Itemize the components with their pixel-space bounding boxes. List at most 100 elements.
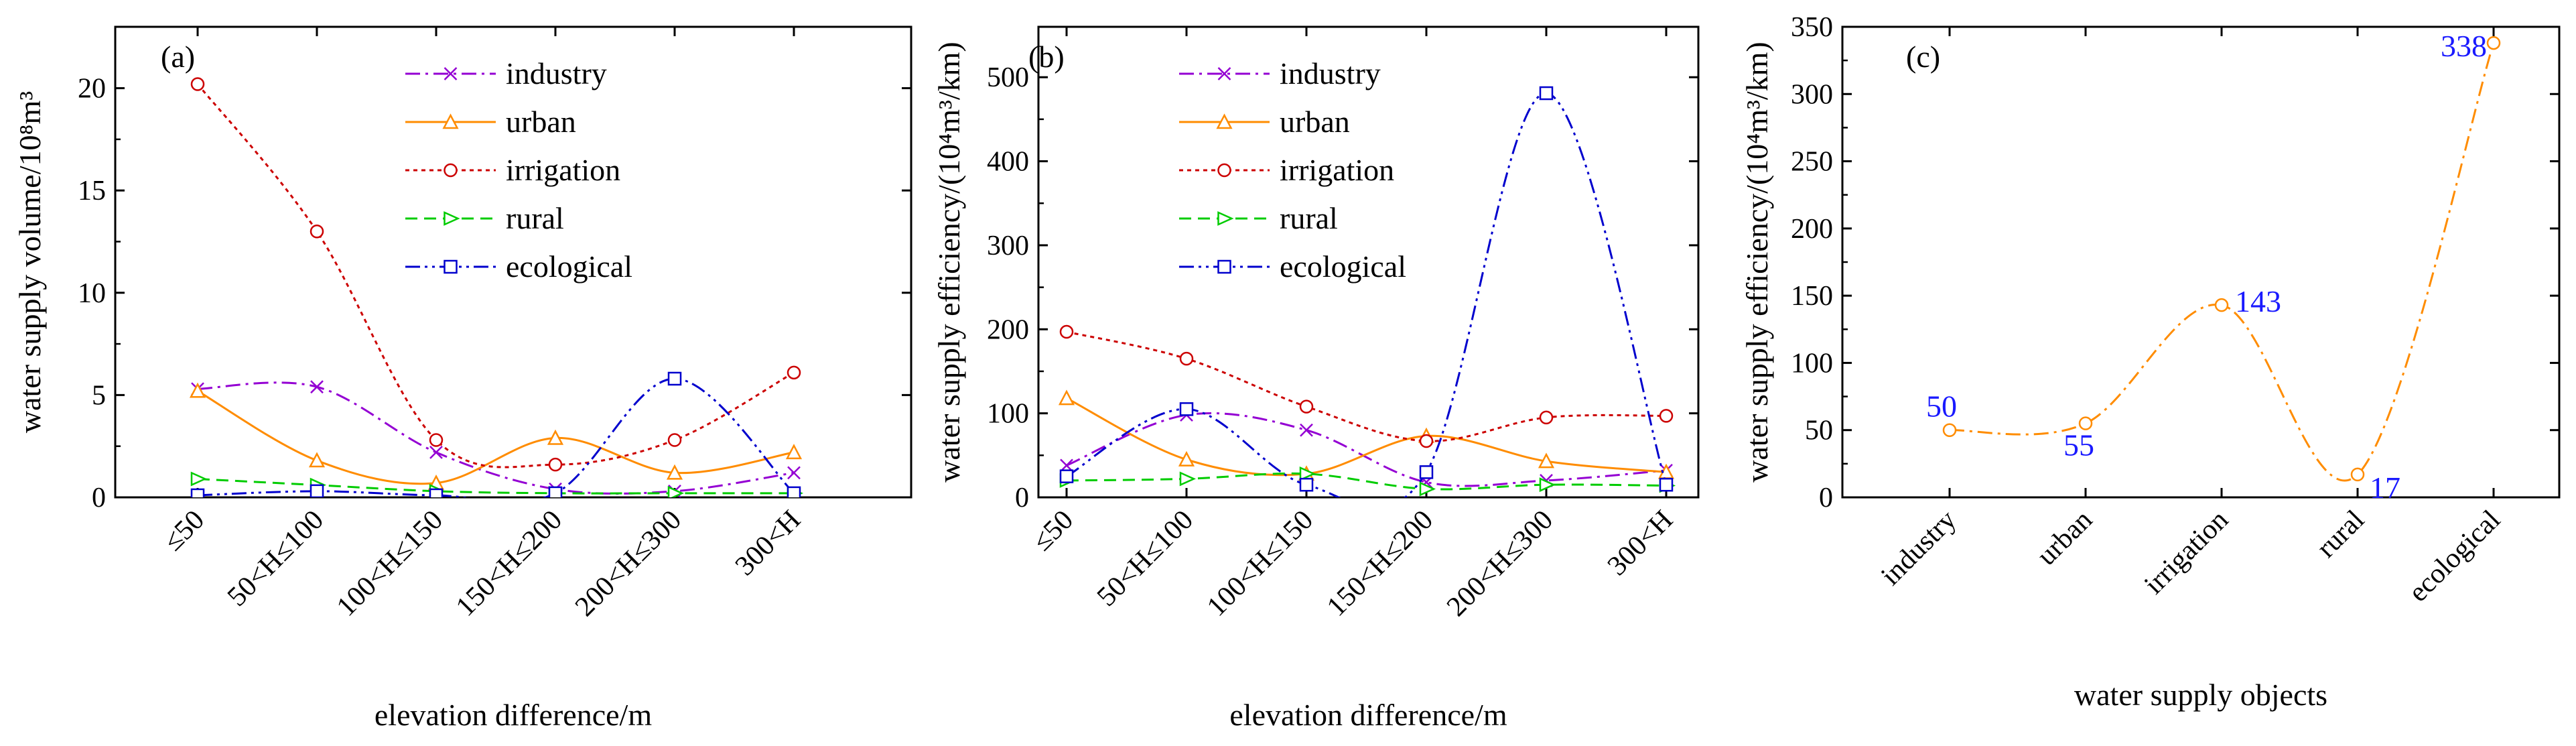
data-point bbox=[1299, 399, 1314, 414]
series-line-water-supply-efficiency bbox=[1949, 42, 2495, 482]
y-axis-title: water supply volume/10⁸m³ bbox=[13, 91, 47, 433]
y-tick-label: 50 bbox=[1805, 416, 1833, 446]
y-tick-label: 20 bbox=[78, 74, 106, 105]
x-tick-label: 300<H bbox=[1602, 505, 1679, 582]
data-point bbox=[310, 224, 324, 239]
panel-label: (c) bbox=[1906, 40, 1940, 74]
legend-label: rural bbox=[506, 201, 564, 235]
data-point bbox=[1538, 452, 1555, 469]
panel-label: (b) bbox=[1028, 40, 1065, 74]
data-point bbox=[1179, 402, 1194, 416]
data-label: 55 bbox=[2063, 428, 2094, 462]
data-point bbox=[190, 77, 205, 91]
data-point bbox=[548, 486, 563, 497]
data-point bbox=[1659, 409, 1674, 423]
y-tick-label: 300 bbox=[1791, 79, 1833, 110]
data-point bbox=[2486, 36, 2501, 50]
legend-item-rural: rural bbox=[1179, 201, 1338, 235]
data-point bbox=[189, 382, 206, 398]
legend-item-industry: industry bbox=[405, 56, 607, 90]
x-axis-title: elevation difference/m bbox=[375, 698, 652, 732]
x-tick-label: 50<H≤100 bbox=[222, 505, 330, 613]
data-point bbox=[667, 433, 682, 447]
legend-label: industry bbox=[1280, 56, 1381, 90]
series-line-irrigation bbox=[196, 83, 795, 469]
x-tick-label: ≤50 bbox=[158, 505, 211, 558]
legend-item-industry: industry bbox=[1179, 56, 1381, 90]
panel-label: (a) bbox=[161, 40, 195, 74]
y-tick-label: 5 bbox=[92, 380, 106, 411]
series-ecological bbox=[190, 371, 801, 497]
y-tick-label: 100 bbox=[987, 399, 1029, 430]
data-point bbox=[190, 488, 205, 497]
data-point bbox=[1178, 450, 1195, 467]
data-point bbox=[787, 486, 801, 497]
legend-label: industry bbox=[506, 56, 607, 90]
legend-label: irrigation bbox=[1280, 153, 1394, 187]
series-line-urban bbox=[1066, 397, 1667, 477]
data-point bbox=[1060, 458, 1073, 473]
legend-label: ecological bbox=[1280, 249, 1406, 284]
series-line-ecological bbox=[197, 377, 795, 497]
plot-frame bbox=[114, 25, 912, 499]
data-point bbox=[787, 365, 801, 380]
data-point bbox=[190, 471, 208, 487]
data-point bbox=[429, 445, 443, 459]
series-line-rural bbox=[197, 478, 794, 495]
legend-item-urban: urban bbox=[1179, 105, 1350, 139]
chart-panel-2: 0 100 200 300 400 500 ≤50 50<H≤100 100<H≤150 150<… bbox=[932, 25, 1700, 732]
legend-label: rural bbox=[1280, 201, 1338, 235]
y-tick-label: 200 bbox=[1791, 214, 1833, 245]
chart-panel-1: 0 5 10 15 20 ≤50 50<H≤100 100<H≤150 150<H≤200 200… bbox=[13, 25, 912, 732]
legend-item-urban: urban bbox=[405, 105, 576, 139]
y-tick-label: 400 bbox=[987, 147, 1029, 178]
data-point bbox=[1059, 324, 1074, 339]
series-line-rural bbox=[1066, 472, 1667, 491]
y-tick-label: 150 bbox=[1791, 281, 1833, 312]
data-point bbox=[310, 380, 324, 394]
x-tick-label: 150<H≤200 bbox=[1321, 505, 1439, 623]
legend-label: irrigation bbox=[506, 153, 620, 187]
data-point bbox=[429, 433, 444, 447]
data-point bbox=[1539, 477, 1556, 493]
data-point bbox=[310, 484, 324, 497]
x-axis-title: water supply objects bbox=[2074, 678, 2327, 712]
series-irrigation bbox=[1059, 324, 1674, 448]
data-point bbox=[548, 457, 563, 472]
series-rural bbox=[1059, 466, 1676, 497]
legend-marker bbox=[444, 259, 458, 274]
data-point bbox=[2214, 298, 2229, 312]
y-tick-label: 250 bbox=[1791, 147, 1833, 178]
legend-item-irrigation: irrigation bbox=[1179, 153, 1394, 187]
series-industry bbox=[1060, 408, 1673, 489]
y-tick-label: 500 bbox=[987, 62, 1029, 93]
data-point bbox=[666, 464, 683, 480]
data-point bbox=[547, 429, 564, 445]
data-label: 143 bbox=[2235, 284, 2281, 318]
y-tick-label: 0 bbox=[92, 483, 106, 513]
x-tick-label: ≤50 bbox=[1027, 505, 1080, 558]
y-axis-title: water supply efficiency/(10⁴m³/km) bbox=[1740, 42, 1774, 482]
x-axis-title: elevation difference/m bbox=[1229, 698, 1507, 732]
plot-frame bbox=[1037, 25, 1700, 499]
legend-marker bbox=[442, 113, 459, 129]
data-point bbox=[1942, 423, 1957, 437]
data-point bbox=[1300, 423, 1313, 437]
series-urban bbox=[1058, 389, 1675, 481]
y-tick-label: 300 bbox=[987, 231, 1029, 261]
data-point bbox=[429, 488, 444, 497]
y-tick-label: 0 bbox=[1015, 483, 1029, 513]
chart-panel-3: 0 50 100 150 200 250 300 350 industry urban irriga… bbox=[1740, 12, 2561, 712]
data-point bbox=[1539, 410, 1554, 425]
data-point bbox=[1058, 389, 1075, 406]
legend-marker bbox=[1217, 259, 1231, 274]
data-point bbox=[787, 466, 801, 480]
x-tick-label: 100<H≤150 bbox=[1201, 505, 1319, 623]
x-tick-label: 50<H≤100 bbox=[1091, 505, 1199, 613]
data-point bbox=[667, 485, 685, 497]
data-point bbox=[2350, 467, 2365, 482]
data-label: 17 bbox=[2370, 471, 2400, 505]
x-tick-label: rural bbox=[2311, 505, 2370, 564]
y-tick-label: 0 bbox=[1819, 483, 1833, 513]
